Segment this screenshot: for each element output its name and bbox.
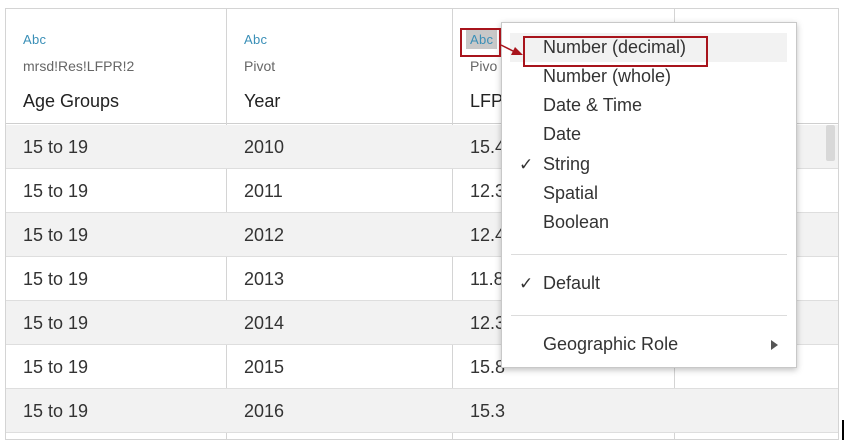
menu-item-date[interactable]: Date xyxy=(502,120,796,149)
source-label: mrsd!Res!LFPR!2 xyxy=(23,58,135,74)
menu-item-default[interactable]: ✓ Default xyxy=(502,269,796,298)
column-header-year[interactable]: Abc Pivot Year xyxy=(227,9,452,124)
cell-age: 15 to 19 xyxy=(23,313,89,333)
data-type-menu: Number (decimal) Number (whole) Date & T… xyxy=(501,22,797,368)
menu-item-label: Date & Time xyxy=(543,95,643,115)
type-icon-abc[interactable]: Abc xyxy=(23,32,47,47)
table-row[interactable]: 15 to 19 2011 12.3 xyxy=(6,169,838,213)
menu-item-label: Boolean xyxy=(543,212,610,232)
menu-divider xyxy=(511,254,787,255)
cell-value: 15.4 xyxy=(470,137,506,157)
submenu-arrow-icon xyxy=(771,340,778,350)
field-name[interactable]: Year xyxy=(244,91,281,111)
menu-item-string[interactable]: ✓ String xyxy=(502,150,796,179)
column-year: Abc Pivot Year xyxy=(227,9,453,439)
cell-year: 2014 xyxy=(244,313,285,333)
column-age-groups: Abc mrsd!Res!LFPR!2 Age Groups xyxy=(6,9,227,439)
cell-year: 2011 xyxy=(244,181,283,201)
table-row[interactable]: 15 to 19 2013 11.8 xyxy=(6,257,838,301)
field-name[interactable]: Age Groups xyxy=(23,91,120,111)
menu-item-label: Spatial xyxy=(543,183,599,203)
menu-item-label: Date xyxy=(543,124,582,144)
table-row[interactable]: 15 to 19 2015 15.8 xyxy=(6,345,838,389)
cell-age: 15 to 19 xyxy=(23,137,89,157)
table-row[interactable]: 15 to 19 2016 15.3 xyxy=(6,389,838,433)
text-cursor xyxy=(842,420,844,440)
menu-item-spatial[interactable]: Spatial xyxy=(502,179,796,208)
callout-highlight-type-icon xyxy=(460,28,501,57)
cell-age: 15 to 19 xyxy=(23,269,89,289)
type-icon-abc-active[interactable]: Abc xyxy=(466,30,498,49)
menu-item-date-time[interactable]: Date & Time xyxy=(502,91,796,120)
menu-item-geographic-role[interactable]: Geographic Role xyxy=(502,330,796,359)
cell-year: 2010 xyxy=(244,137,285,157)
menu-item-number-whole[interactable]: Number (whole) xyxy=(502,62,796,91)
menu-item-label: Number (whole) xyxy=(543,66,672,86)
field-name[interactable]: LFP xyxy=(470,91,504,111)
menu-item-label: Default xyxy=(543,273,601,293)
checkmark-icon: ✓ xyxy=(519,155,534,174)
menu-item-label: Geographic Role xyxy=(543,334,679,354)
cell-value: 11.8 xyxy=(470,269,504,289)
cell-value: 12.3 xyxy=(470,181,506,201)
cell-year: 2012 xyxy=(244,225,285,245)
callout-highlight-menu-item xyxy=(523,36,708,67)
menu-divider xyxy=(511,315,787,316)
cell-year: 2015 xyxy=(244,357,285,377)
cell-year: 2013 xyxy=(244,269,285,289)
type-icon-abc[interactable]: Abc xyxy=(244,32,268,47)
cell-value: 12.3 xyxy=(470,313,506,333)
column-header-age-groups[interactable]: Abc mrsd!Res!LFPR!2 Age Groups xyxy=(6,9,226,124)
source-label: Pivot xyxy=(244,58,276,74)
checkmark-icon: ✓ xyxy=(519,274,534,293)
cell-value: 12.4 xyxy=(470,225,506,245)
cell-value: 15.3 xyxy=(470,401,506,421)
cell-year: 2016 xyxy=(244,401,285,421)
menu-item-label: Number (decimal) xyxy=(543,37,687,57)
cell-age: 15 to 19 xyxy=(23,357,89,377)
cell-age: 15 to 19 xyxy=(23,225,89,245)
cell-age: 15 to 19 xyxy=(23,181,89,201)
cell-value: 15.8 xyxy=(470,357,506,377)
source-label: Pivo xyxy=(470,58,498,74)
vertical-scrollbar-thumb[interactable] xyxy=(826,125,835,161)
menu-item-boolean[interactable]: Boolean xyxy=(502,208,796,237)
cell-age: 15 to 19 xyxy=(23,401,89,421)
menu-item-label: String xyxy=(543,154,591,174)
